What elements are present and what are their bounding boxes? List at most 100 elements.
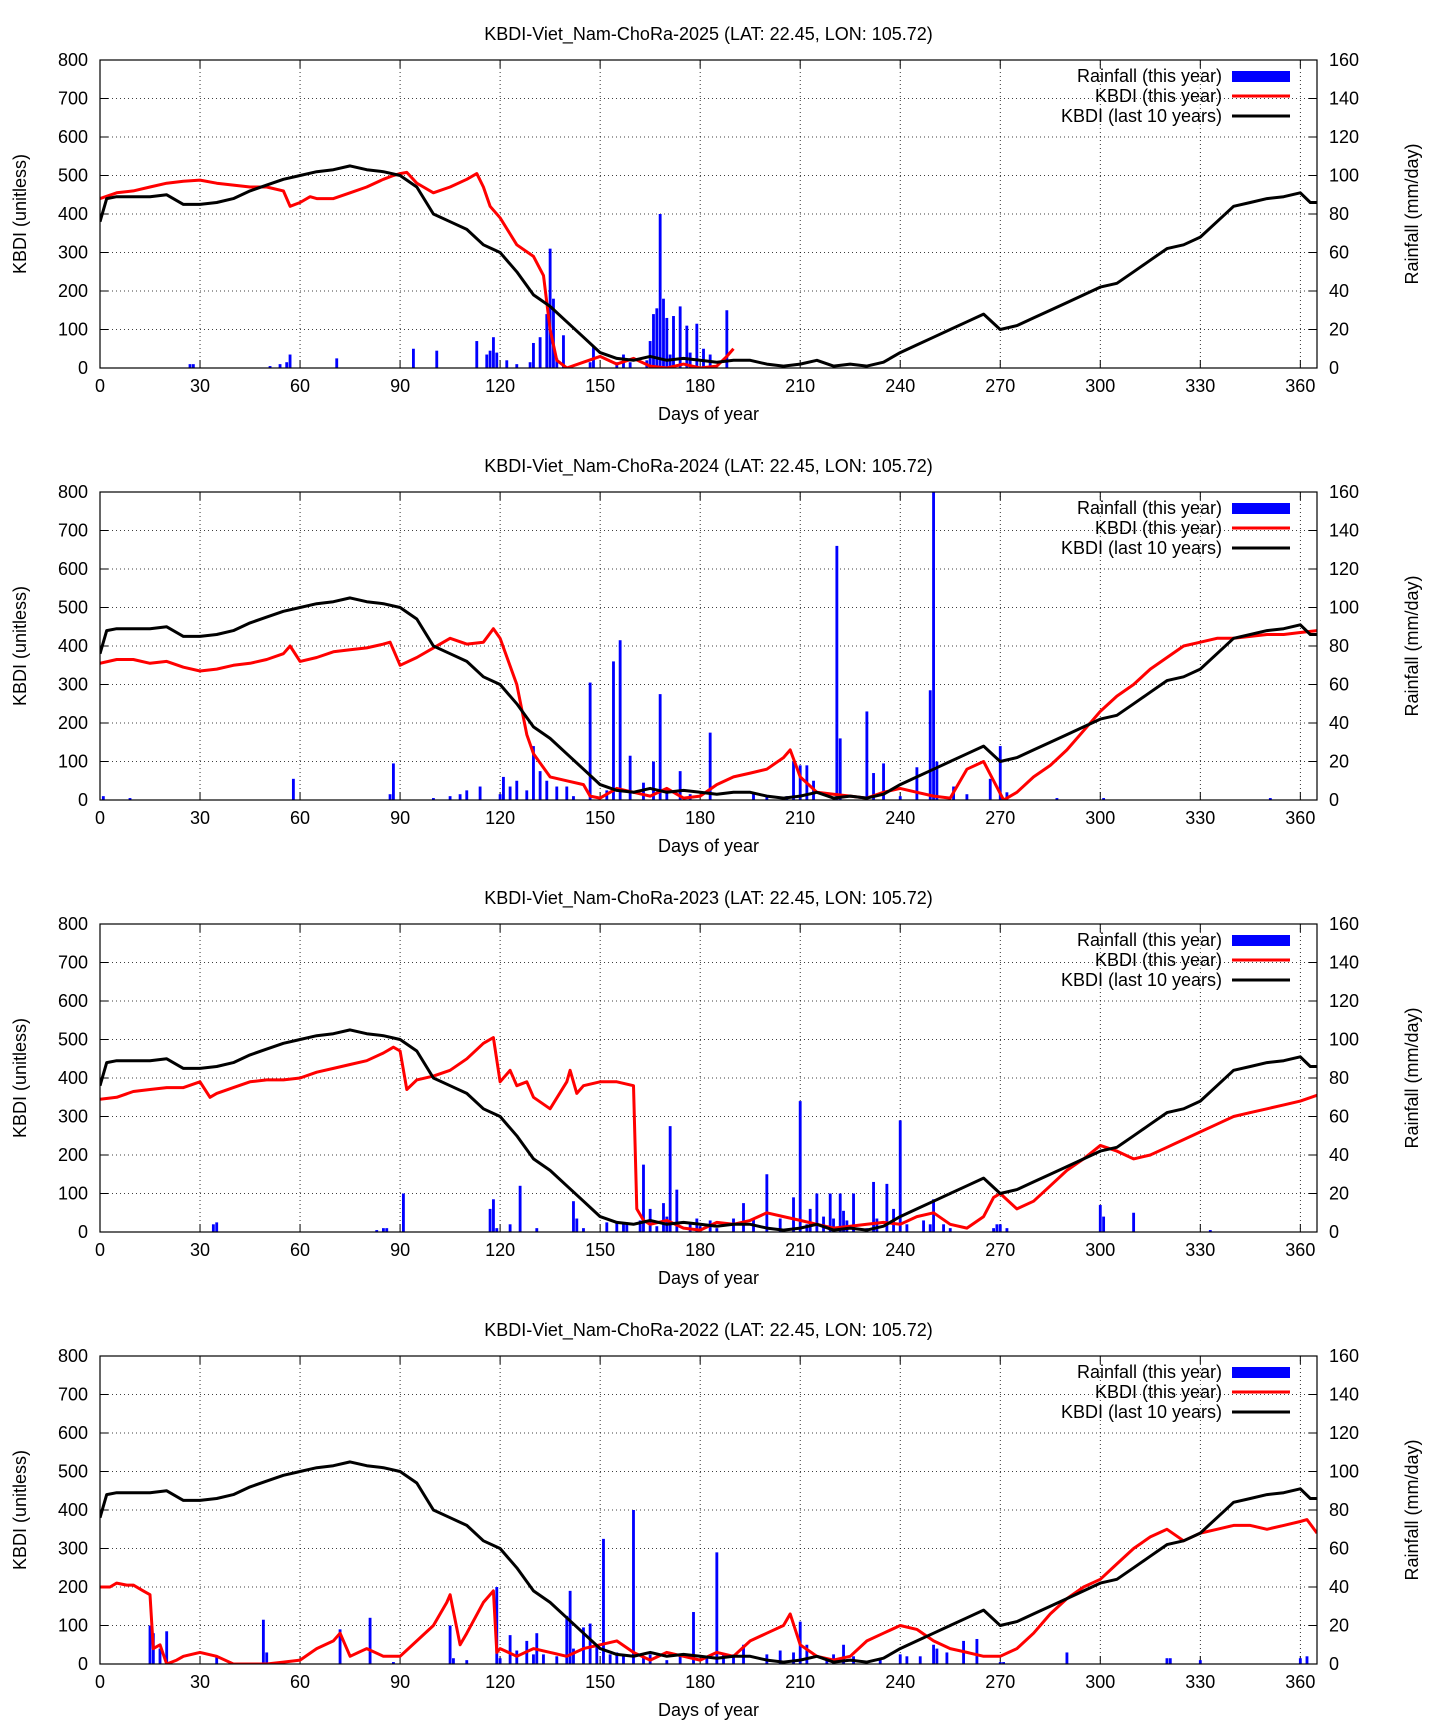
rainfall-bar [898,1120,902,1232]
rainfall-bar [1168,1658,1172,1664]
rainfall-bar [742,1203,745,1232]
rainfall-bar [678,1654,682,1664]
rainfall-bar [752,792,755,800]
y-tick-label: 0 [78,358,88,378]
rainfall-bar [648,341,652,368]
rainfall-bar [572,796,575,800]
rainfall-bar [708,732,712,800]
y2-tick-label: 40 [1329,713,1349,733]
rainfall-bar [475,341,479,368]
x-tick-label: 270 [985,1672,1015,1692]
rainfall-bar [191,364,195,368]
rainfall-bar [1198,1660,1202,1664]
rainfall-bar [792,761,795,800]
rainfall-bar [1208,1230,1212,1232]
y-tick-label: 800 [58,1346,88,1366]
rainfall-bar [622,1656,625,1664]
rainfall-bar [705,1656,709,1664]
y2-tick-label: 160 [1329,482,1359,502]
rainfall-bar [488,350,492,368]
x-tick-label: 120 [485,376,515,396]
x-axis-label: Days of year [658,1700,759,1720]
x-tick-label: 300 [1085,1240,1115,1260]
kbdi-last-10-years-line [100,596,1317,800]
legend-label: KBDI (this year) [1095,1382,1222,1402]
rainfall-bar [565,786,569,800]
x-tick-label: 360 [1285,1672,1315,1692]
rainfall-bar [291,778,295,800]
y-tick-label: 500 [58,166,88,186]
y-tick-label: 500 [58,1030,88,1050]
y2-axis-label: Rainfall (mm/day) [1402,575,1422,716]
rainfall-bar [285,362,289,368]
legend-label: KBDI (last 10 years) [1061,538,1222,558]
x-tick-label: 120 [485,1672,515,1692]
rainfall-bar [412,348,415,368]
rainfall-bar [995,1224,999,1232]
x-tick-label: 90 [390,1240,410,1260]
kbdi-this-year-line [100,170,735,368]
x-tick-label: 180 [685,376,715,396]
rainfall-bar [615,1222,619,1232]
rainfall-bar [508,786,512,800]
rainfall-bar [605,1222,609,1232]
x-tick-label: 330 [1185,1672,1215,1692]
rainfall-bar [1005,792,1009,800]
rainfall-bar [942,1224,945,1232]
x-tick-label: 180 [685,808,715,828]
x-tick-label: 330 [1185,1240,1215,1260]
rainfall-bar [335,358,339,368]
rainfall-bar [655,308,659,368]
y-tick-label: 300 [58,243,88,263]
rainfall-bar [545,780,549,800]
rainfall-bar [612,661,615,800]
rainfall-bar [625,1222,629,1232]
rainfall-bars [211,1101,1212,1232]
y2-tick-label: 160 [1329,1346,1359,1366]
kbdi-last-10-years-line [100,1028,1317,1232]
rainfall-bar [435,350,439,368]
y2-axis-label: Rainfall (mm/day) [1402,1439,1422,1580]
rainfall-bar [1065,1652,1069,1664]
rainfall-bar [835,545,839,800]
chart-title: KBDI-Viet_Nam-ChoRa-2024 (LAT: 22.45, LO… [484,456,933,477]
rainfall-bar [568,1590,572,1664]
x-tick-label: 270 [985,1240,1015,1260]
rainfall-bar [498,1658,502,1664]
legend-label: KBDI (this year) [1095,950,1222,970]
y2-tick-label: 60 [1329,675,1349,695]
x-tick-label: 330 [1185,808,1215,828]
rainfall-bar [465,790,469,800]
x-axis-label: Days of year [658,1268,759,1288]
rainfall-bar [101,796,105,800]
rainfall-bar [975,1638,979,1664]
x-tick-label: 180 [685,1672,715,1692]
rainfall-bar [608,1654,612,1664]
rainfall-bar [1098,1205,1102,1232]
rainfall-bar [998,1224,1002,1232]
rainfall-bar [535,1228,539,1232]
x-tick-label: 360 [1285,808,1315,828]
rainfall-bar [552,298,555,368]
rainfall-bar [555,358,559,368]
x-tick-label: 30 [190,376,210,396]
rainfall-bar [148,1625,152,1664]
rainfall-bar [922,1220,925,1232]
rainfall-bar [528,362,532,368]
rainfall-bar [875,1218,879,1232]
x-tick-label: 0 [95,376,105,396]
x-axis-label: Days of year [658,404,759,424]
kbdi-last-10-years-line [100,1460,1317,1664]
rainfall-bar [965,794,969,800]
rainfall-bar [918,1656,922,1664]
rainfall-bar [495,352,499,368]
rainfall-bar [915,767,919,800]
rainfall-bar [742,1644,745,1664]
y-tick-label: 700 [58,953,88,973]
x-tick-label: 240 [885,1240,915,1260]
y2-tick-label: 60 [1329,1539,1349,1559]
chart-title: KBDI-Viet_Nam-ChoRa-2025 (LAT: 22.45, LO… [484,24,933,45]
rainfall-bar [448,1625,452,1664]
y2-tick-label: 80 [1329,1068,1349,1088]
rainfall-bar [642,1164,645,1232]
